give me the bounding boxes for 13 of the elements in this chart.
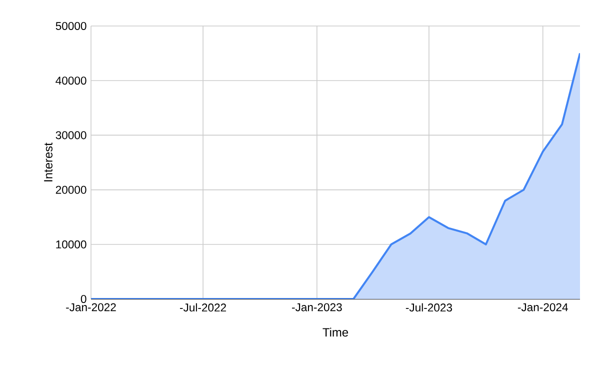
y-tick-label: 40000: [56, 76, 86, 85]
x-tick-label: -Jul-2022: [180, 303, 226, 312]
y-tick-label: 20000: [56, 186, 86, 194]
x-tick-label: -Jan-2024: [518, 303, 568, 312]
x-tick-label: -Jan-2022: [66, 303, 116, 312]
y-tick-label: 10000: [56, 240, 86, 248]
y-tick-label: 30000: [56, 131, 86, 140]
x-axis-title: Time: [322, 328, 348, 337]
x-tick-label: -Jan-2023: [292, 303, 342, 312]
y-tick-label: 0: [80, 295, 86, 303]
x-tick-label: -Jul-2023: [406, 303, 452, 312]
y-axis-title: Interest: [44, 142, 52, 182]
y-tick-label: 50000: [56, 22, 86, 30]
